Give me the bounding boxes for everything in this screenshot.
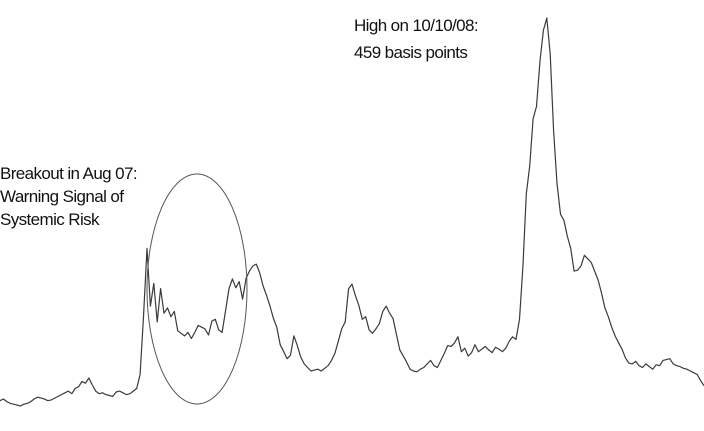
peak-annotation-line-2: 459 basis points [354, 43, 467, 62]
peak-annotation-line-1: High on 10/10/08: [354, 16, 478, 35]
breakout-annotation-line-2: Warning Signal of [0, 187, 124, 206]
breakout-annotation-line-3: Systemic Risk [0, 210, 100, 229]
breakout-highlight-circle [146, 173, 248, 405]
series-group [0, 17, 704, 407]
breakout-annotation-line-1: Breakout in Aug 07: [0, 164, 137, 183]
spread-series-line [0, 17, 704, 407]
